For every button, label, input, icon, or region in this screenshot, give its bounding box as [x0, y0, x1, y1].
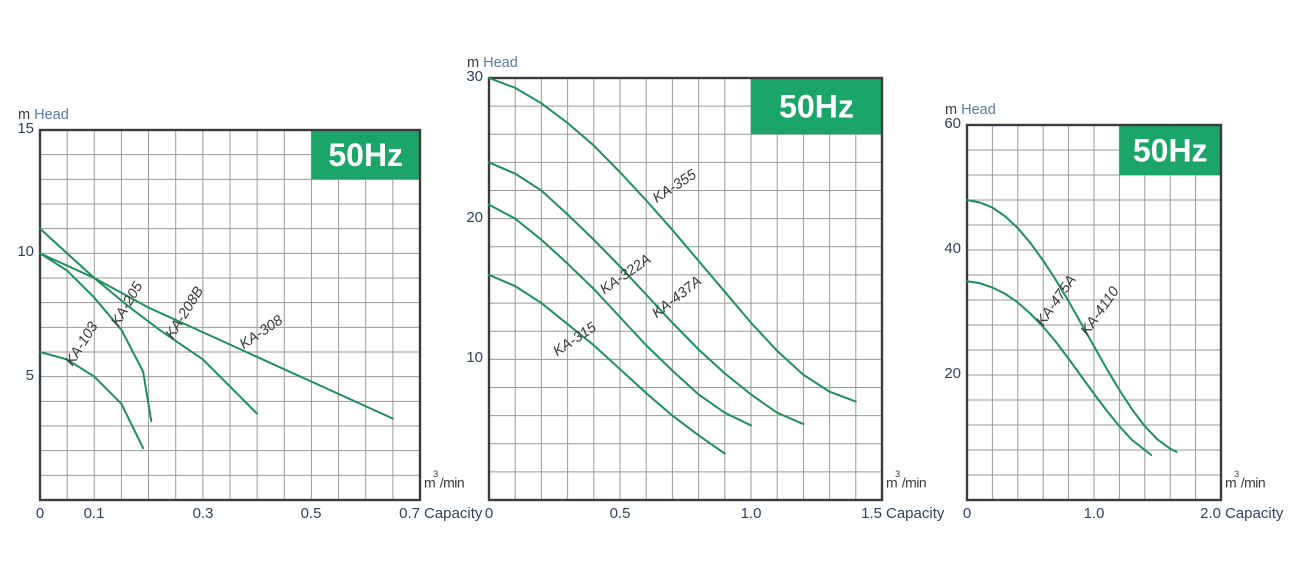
- svg-text:KA-322A: KA-322A: [597, 252, 654, 298]
- svg-text:KA-475A: KA-475A: [1033, 272, 1079, 329]
- svg-text:KA-4110: KA-4110: [1078, 284, 1123, 339]
- svg-text:KA-355: KA-355: [650, 166, 700, 206]
- svg-text:50Hz: 50Hz: [779, 89, 854, 125]
- svg-text:50Hz: 50Hz: [1133, 133, 1208, 169]
- svg-text:50Hz: 50Hz: [328, 137, 403, 173]
- svg-text:KA-208B: KA-208B: [163, 284, 207, 342]
- svg-text:KA-437A: KA-437A: [649, 273, 705, 321]
- svg-text:KA-103: KA-103: [62, 319, 101, 369]
- svg-text:KA-308: KA-308: [237, 313, 286, 353]
- svg-text:KA-205: KA-205: [108, 279, 147, 330]
- svg-text:KA-315: KA-315: [550, 319, 600, 360]
